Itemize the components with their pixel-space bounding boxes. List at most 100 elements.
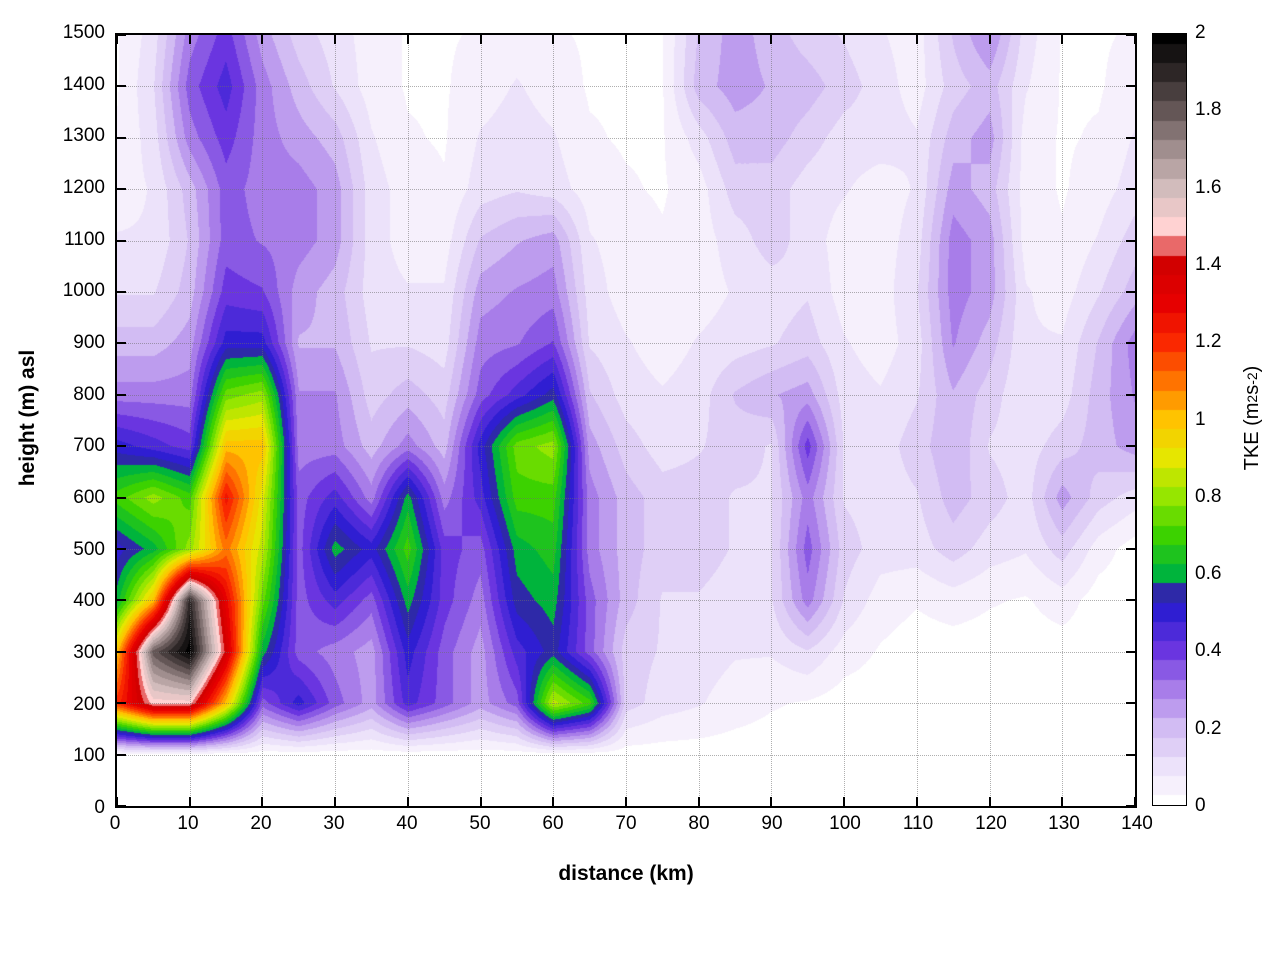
y-tick-mark [1126, 496, 1135, 499]
y-tick-mark [1126, 239, 1135, 242]
x-tick-label: 140 [1121, 813, 1153, 834]
y-tick-mark [117, 342, 126, 345]
colorbar-tick-label: 0 [1195, 795, 1206, 816]
x-tick-mark [479, 35, 482, 44]
x-tick-mark [552, 797, 555, 806]
x-tick-mark [625, 35, 627, 44]
x-tick-mark [697, 797, 700, 806]
colorbar [1152, 33, 1187, 806]
x-tick-label: 90 [761, 813, 783, 834]
y-tick-mark [1126, 599, 1135, 602]
x-tick-mark [334, 797, 337, 806]
y-tick-label: 200 [73, 693, 105, 715]
x-tick-label: 0 [109, 813, 121, 834]
colorbar-axis-title: TKE (m 2 s -2) [1238, 268, 1266, 568]
colorbar-tick-label: 1 [1195, 408, 1206, 430]
x-tick-mark [188, 797, 191, 806]
y-tick-mark [117, 496, 126, 499]
x-tick-label: 110 [902, 813, 934, 834]
y-tick-label: 400 [73, 590, 105, 612]
x-tick-mark [1134, 797, 1136, 806]
y-tick-mark [1126, 188, 1135, 191]
x-tick-mark [915, 35, 918, 44]
y-tick-label: 100 [73, 745, 105, 767]
y-tick-mark [1126, 650, 1135, 653]
x-tick-mark [625, 797, 627, 806]
y-tick-mark [117, 136, 126, 139]
y-tick-label: 1200 [62, 177, 105, 198]
x-tick-label: 60 [542, 813, 564, 834]
y-tick-mark [1126, 753, 1135, 756]
x-tick-mark [988, 797, 991, 806]
y-tick-mark [1126, 702, 1135, 705]
plot-canvas [117, 35, 1135, 806]
colorbar-title-suffix: ) [1240, 365, 1263, 373]
colorbar-tick-label: 1.2 [1195, 331, 1222, 353]
y-tick-mark [1126, 547, 1135, 550]
x-axis-tick-labels: 0 10 20 30 40 50 60 70 80 90 100 110 120 130 140 [110, 813, 1153, 837]
x-tick-mark [843, 35, 846, 44]
y-tick-label: 1400 [62, 73, 105, 95]
x-tick-mark [770, 797, 773, 806]
y-tick-mark [1126, 136, 1135, 139]
colorbar-tick-label: 1.4 [1195, 253, 1222, 275]
x-tick-label: 120 [975, 813, 1007, 834]
x-tick-mark [770, 35, 773, 44]
x-tick-mark [988, 35, 991, 44]
y-tick-mark [117, 547, 126, 550]
y-tick-mark [1126, 805, 1135, 807]
y-tick-mark [117, 445, 126, 448]
y-tick-label: 500 [73, 538, 105, 560]
x-axis-title: distance (km) [115, 862, 1137, 886]
x-tick-label: 40 [396, 813, 418, 834]
y-tick-mark [1126, 85, 1135, 88]
x-tick-mark [1061, 797, 1064, 806]
x-tick-mark [843, 797, 846, 806]
y-tick-mark [1126, 445, 1135, 448]
x-tick-label: 50 [469, 813, 491, 834]
y-tick-mark [1126, 290, 1135, 293]
x-tick-mark [406, 35, 409, 44]
colorbar-title-prefix: TKE (m [1240, 402, 1263, 471]
colorbar-tick-label: 0.4 [1195, 640, 1222, 662]
colorbar-canvas [1153, 34, 1186, 805]
colorbar-tick-labels: 0 0.2 0.4 0.6 0.8 1 1.2 1.4 1.6 1.8 2 [1195, 22, 1255, 816]
x-tick-mark [697, 35, 700, 44]
y-tick-label: 1500 [62, 22, 105, 43]
x-tick-label: 30 [323, 813, 345, 834]
x-tick-mark [116, 35, 118, 44]
x-tick-mark [261, 35, 264, 44]
y-tick-label: 300 [73, 642, 105, 663]
colorbar-title-sup2: -2 [1244, 372, 1260, 385]
y-tick-mark [117, 650, 126, 653]
x-tick-label: 130 [1048, 813, 1080, 834]
x-tick-mark [406, 797, 409, 806]
y-tick-label: 700 [73, 435, 105, 457]
y-tick-label: 600 [73, 487, 105, 508]
x-tick-label: 20 [250, 813, 272, 834]
x-tick-label: 10 [177, 813, 199, 834]
x-tick-mark [1061, 35, 1064, 44]
x-tick-mark [479, 797, 482, 806]
colorbar-title-sup1: 2 [1244, 394, 1260, 403]
y-axis-tick-labels: 0 100 200 300 400 500 600 700 800 900 1000 1100 1200… [0, 22, 105, 818]
y-tick-mark [117, 239, 126, 242]
colorbar-tick-label: 1.8 [1195, 99, 1222, 121]
x-tick-mark [1134, 35, 1136, 44]
y-tick-mark [1126, 393, 1135, 396]
x-tick-mark [116, 797, 118, 806]
colorbar-tick-label: 0.2 [1195, 717, 1222, 739]
y-tick-mark [117, 805, 126, 807]
y-tick-mark [117, 599, 126, 602]
x-tick-label: 80 [688, 813, 710, 834]
colorbar-title-mid: s [1240, 384, 1263, 395]
y-tick-label: 1100 [64, 228, 105, 250]
y-tick-mark [1126, 34, 1135, 36]
y-tick-label: 0 [94, 797, 105, 818]
y-tick-mark [117, 34, 126, 36]
y-tick-mark [117, 393, 126, 396]
x-tick-mark [334, 35, 337, 44]
colorbar-tick-label: 1.6 [1195, 176, 1222, 198]
x-tick-label: 100 [829, 813, 861, 834]
